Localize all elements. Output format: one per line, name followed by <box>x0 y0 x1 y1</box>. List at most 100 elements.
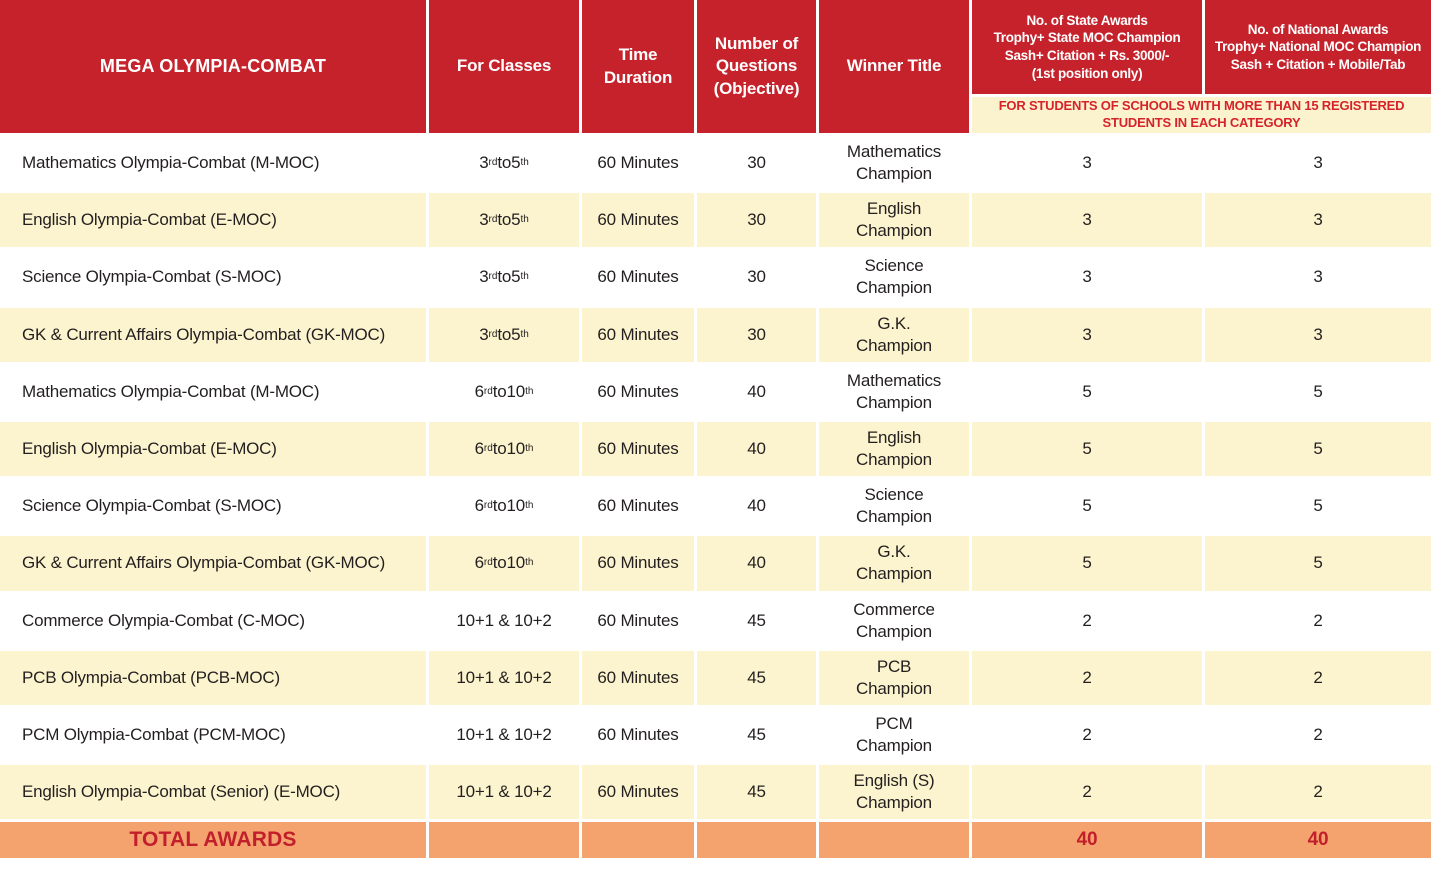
classes-base-1: 6 <box>474 439 484 459</box>
row-national-awards: 3 <box>1205 307 1431 362</box>
classes-joiner: to <box>492 439 507 459</box>
row-national-awards: 3 <box>1205 250 1431 305</box>
col-header-winner-title: Winner Title <box>819 0 969 133</box>
row-state-awards: 5 <box>972 536 1202 591</box>
classes-base-2: 5 <box>511 324 521 344</box>
row-program-name: Mathematics Olympia-Combat (M-MOC) <box>0 364 426 419</box>
row-state-awards: 3 <box>972 307 1202 362</box>
awards-header-row: No. of State Awards Trophy+ State MOC Ch… <box>972 0 1431 94</box>
total-row-spacer-duration <box>582 822 694 859</box>
row-winner-title: English Champion <box>819 421 969 477</box>
classes-base-1: 10+1 & 10+2 <box>456 610 552 630</box>
row-state-awards: 3 <box>972 250 1202 305</box>
awards-eligibility-banner: FOR STUDENTS OF SCHOOLS WITH MORE THAN 1… <box>972 97 1431 133</box>
total-row-spacer-questions <box>697 822 816 859</box>
row-winner-title: PCB Champion <box>819 650 969 705</box>
total-state-awards: 40 <box>972 822 1202 859</box>
row-question-count: 45 <box>697 765 816 820</box>
classes-joiner: to <box>497 153 512 173</box>
row-time-duration: 60 Minutes <box>582 193 694 248</box>
row-program-name: Science Olympia-Combat (S-MOC) <box>0 250 426 305</box>
row-classes: 10+1 & 10+2 <box>429 707 579 763</box>
row-national-awards: 2 <box>1205 650 1431 705</box>
classes-base-1: 3 <box>479 210 489 230</box>
classes-joiner: to <box>492 381 507 401</box>
classes-base-1: 3 <box>479 267 489 287</box>
row-state-awards: 2 <box>972 765 1202 820</box>
row-winner-title: Mathematics Champion <box>819 364 969 419</box>
row-state-awards: 5 <box>972 479 1202 534</box>
classes-base-1: 3 <box>479 153 489 173</box>
row-time-duration: 60 Minutes <box>582 707 694 763</box>
row-winner-title: Mathematics Champion <box>819 136 969 191</box>
row-program-name: PCB Olympia-Combat (PCB-MOC) <box>0 650 426 705</box>
row-question-count: 45 <box>697 593 816 648</box>
total-row-spacer-winner <box>819 822 969 859</box>
classes-base-1: 3 <box>479 324 489 344</box>
row-program-name: Science Olympia-Combat (S-MOC) <box>0 479 426 534</box>
row-national-awards: 3 <box>1205 193 1431 248</box>
row-program-name: Mathematics Olympia-Combat (M-MOC) <box>0 136 426 191</box>
row-question-count: 30 <box>697 307 816 362</box>
row-classes: 10+1 & 10+2 <box>429 650 579 705</box>
classes-base-1: 10+1 & 10+2 <box>456 782 552 802</box>
total-national-awards: 40 <box>1205 822 1431 859</box>
row-national-awards: 5 <box>1205 364 1431 419</box>
classes-base-1: 10+1 & 10+2 <box>456 724 552 744</box>
row-winner-title: PCM Champion <box>819 707 969 763</box>
row-time-duration: 60 Minutes <box>582 307 694 362</box>
classes-base-1: 6 <box>474 381 484 401</box>
row-time-duration: 60 Minutes <box>582 250 694 305</box>
row-time-duration: 60 Minutes <box>582 136 694 191</box>
row-national-awards: 2 <box>1205 593 1431 648</box>
row-winner-title: Commerce Champion <box>819 593 969 648</box>
row-question-count: 45 <box>697 650 816 705</box>
row-program-name: English Olympia-Combat (Senior) (E-MOC) <box>0 765 426 820</box>
col-header-state-awards: No. of State Awards Trophy+ State MOC Ch… <box>972 0 1202 94</box>
row-national-awards: 5 <box>1205 421 1431 477</box>
row-winner-title: Science Champion <box>819 250 969 305</box>
row-state-awards: 2 <box>972 707 1202 763</box>
classes-base-2: 5 <box>511 210 521 230</box>
col-header-for-classes: For Classes <box>429 0 579 133</box>
row-national-awards: 3 <box>1205 136 1431 191</box>
classes-base-2: 5 <box>511 267 521 287</box>
row-program-name: PCM Olympia-Combat (PCM-MOC) <box>0 707 426 763</box>
classes-joiner: to <box>492 496 507 516</box>
col-header-time-duration: Time Duration <box>582 0 694 133</box>
classes-base-2: 10 <box>506 439 526 459</box>
total-awards-label: TOTAL AWARDS <box>0 822 426 859</box>
classes-joiner: to <box>497 267 512 287</box>
col-header-national-awards: No. of National Awards Trophy+ National … <box>1205 0 1431 94</box>
classes-base-1: 10+1 & 10+2 <box>456 667 552 687</box>
row-question-count: 30 <box>697 193 816 248</box>
row-program-name: English Olympia-Combat (E-MOC) <box>0 193 426 248</box>
row-state-awards: 2 <box>972 593 1202 648</box>
classes-base-1: 6 <box>474 496 484 516</box>
classes-base-2: 10 <box>506 381 526 401</box>
classes-joiner: to <box>497 210 512 230</box>
row-question-count: 30 <box>697 250 816 305</box>
row-state-awards: 2 <box>972 650 1202 705</box>
row-time-duration: 60 Minutes <box>582 650 694 705</box>
row-time-duration: 60 Minutes <box>582 421 694 477</box>
row-national-awards: 2 <box>1205 707 1431 763</box>
row-program-name: GK & Current Affairs Olympia-Combat (GK-… <box>0 536 426 591</box>
row-winner-title: English (S) Champion <box>819 765 969 820</box>
row-state-awards: 5 <box>972 421 1202 477</box>
row-national-awards: 5 <box>1205 536 1431 591</box>
row-classes: 10+1 & 10+2 <box>429 765 579 820</box>
row-state-awards: 3 <box>972 193 1202 248</box>
classes-joiner: to <box>492 553 507 573</box>
col-header-number-of-questions: Number of Questions (Objective) <box>697 0 816 133</box>
row-time-duration: 60 Minutes <box>582 765 694 820</box>
